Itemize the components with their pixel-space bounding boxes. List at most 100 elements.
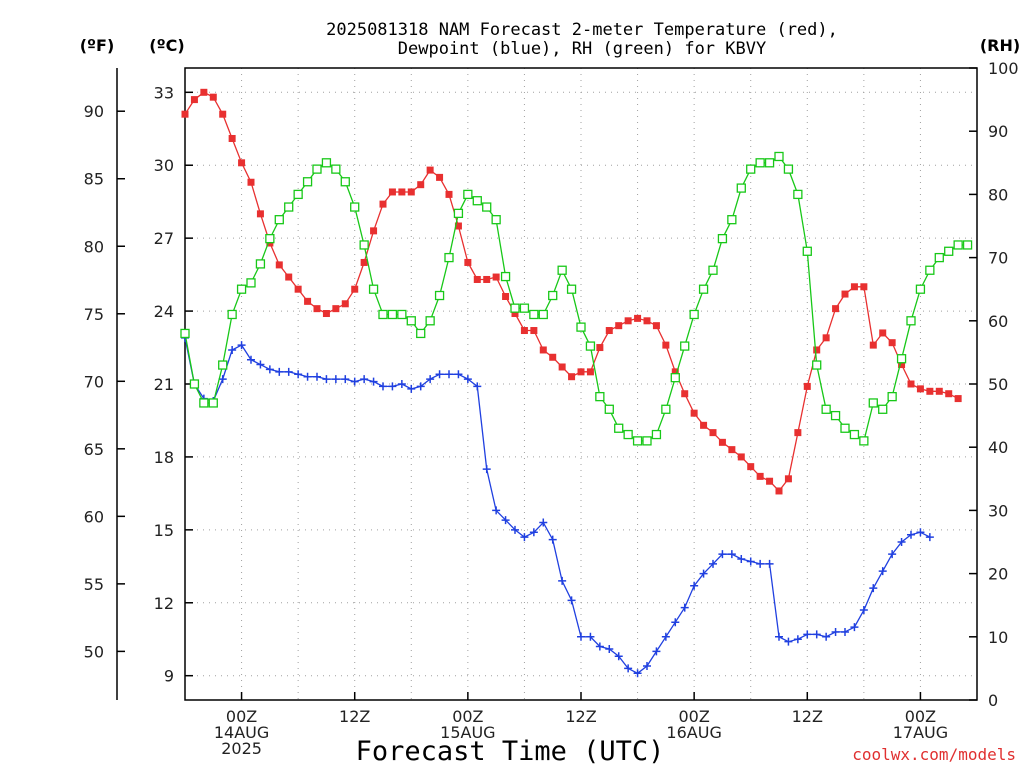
temperature-point [454,222,462,230]
temperature-point [860,283,868,291]
rh-point [227,309,237,320]
temperature-point [586,368,594,376]
temperature-point [935,387,943,395]
temperature-point [209,93,217,101]
temperature-point [228,134,236,142]
dewpoint-point [482,465,491,474]
dewpoint-point [577,632,585,641]
temperature-point [898,361,906,369]
dewpoint-point [275,367,284,376]
rh-point [368,284,379,294]
c-tick-label: 12 [154,594,174,613]
temperature-point [351,285,359,293]
dewpoint-point [680,603,689,612]
temperature-point [643,317,651,325]
x-tick-label: 00Z [678,707,709,726]
dewpoint-point [605,644,614,653]
rh-point [717,233,728,244]
dewpoint-point [492,506,501,515]
dewpoint-point [548,535,557,544]
rh-point [840,423,850,433]
temperature-point [473,275,481,283]
temperature-point [841,290,849,298]
rh-point [793,189,803,200]
credit-text: coolwx.com/models [852,745,1016,764]
temperature-point [304,297,312,305]
f-tick-label: 75 [84,305,104,324]
dewpoint-point [218,375,227,384]
temperature-point [181,110,189,118]
temperature-point [888,339,896,347]
x-axis-title: Forecast Time (UTC) [356,736,665,767]
c-tick-label: 18 [154,448,174,467]
c-tick-label: 21 [154,375,174,394]
temperature-point [530,327,538,335]
rh-point [821,404,831,414]
dewpoint-point [256,360,265,369]
f-tick-label: 50 [84,642,104,661]
grid [185,68,977,700]
temperature-point [200,88,208,96]
dewpoint-point [690,581,699,590]
dewpoint-point [624,664,633,673]
temperature-point [426,166,434,174]
rh-point [510,303,520,313]
temperature-point [700,421,708,429]
rh-point [406,316,416,326]
rh-point [180,328,190,339]
dewpoint-point [294,370,303,379]
x-tick-label: 2025 [221,739,262,758]
rh-point [378,309,388,320]
dewpoint-point [765,559,774,568]
dewpoint-point [718,550,727,559]
dewpoint-point [737,555,746,564]
rh-line [184,155,968,442]
rh-point [463,189,473,200]
temperature-point [445,190,453,198]
temperature-point [615,322,623,330]
dewpoint-point [529,528,538,537]
c-tick-label: 24 [154,302,174,321]
dewpoint-point [341,375,350,384]
dewpoint-point [520,533,529,542]
temperature-point [568,373,576,381]
temperature-point [916,385,924,393]
temperature-point [671,368,679,376]
rh-point [849,429,860,440]
dewpoint-point [812,630,821,639]
temperature-point [784,475,792,483]
dewpoint-point [793,635,802,644]
rh-tick-label: 20 [988,565,1008,584]
rh-point [397,309,407,320]
f-tick-label: 65 [84,440,104,459]
temperature-point [483,275,491,283]
temperature-point [398,188,406,196]
dewpoint-point [784,637,793,646]
temperature-point [709,429,717,437]
temperature-point [822,334,830,342]
dewpoint-point [313,372,321,381]
temperature-point [728,446,736,454]
temperature-point [850,283,858,291]
rh-point [830,410,841,421]
rh-point [265,233,275,244]
rh-point [746,164,756,174]
temperature-point [511,310,519,318]
rh-point [764,158,775,168]
dewpoint-point [511,525,519,534]
rh-point [689,309,699,320]
x-tick-label: 17AUG [893,723,948,742]
temperature-point [190,96,198,104]
temperature-point [879,329,887,337]
temperature-point [539,346,547,354]
rh-point [425,316,435,326]
dewpoint-point [775,632,783,641]
dewpoint-point [756,559,765,568]
rh-point [896,354,907,364]
rh-point [698,284,709,294]
rh-point [934,252,944,263]
dewpoint-point [671,618,680,627]
rh-tick-label: 50 [988,375,1008,394]
x-tick-label: 12Z [339,707,370,726]
dewpoint-point [454,370,463,379]
